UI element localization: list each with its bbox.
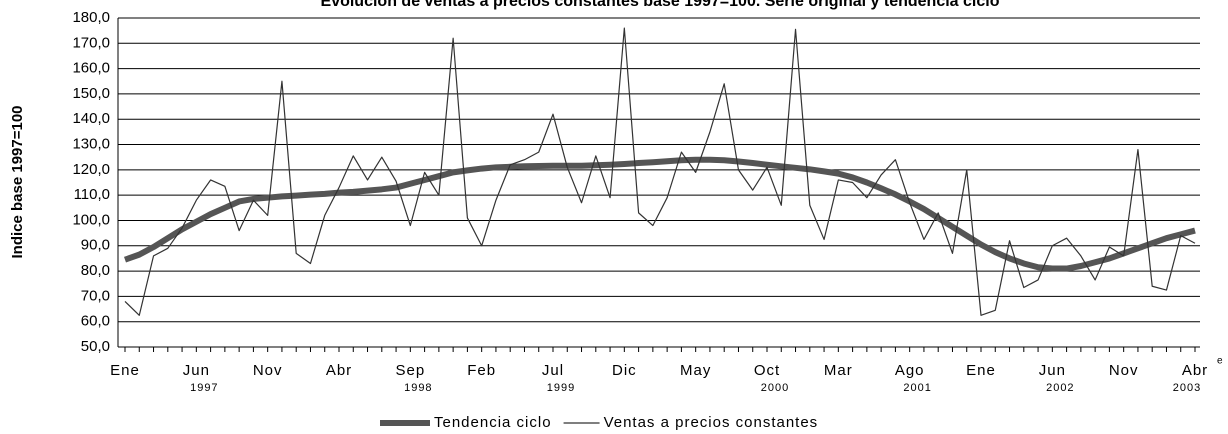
y-tick-label: 50,0: [81, 338, 110, 355]
y-tick-label: 60,0: [81, 313, 110, 330]
year-label: 2001: [903, 382, 931, 394]
label-note: e: [1217, 356, 1223, 367]
x-tick-label: Mar: [824, 362, 853, 379]
y-tick-label: 90,0: [81, 237, 110, 254]
y-tick-label: 120,0: [72, 161, 110, 178]
chart-title: Evolución de ventas a precios constantes…: [321, 0, 1000, 10]
year-label: 1997: [190, 382, 218, 394]
year-label: 2000: [761, 382, 789, 394]
x-tick-label: Ago: [895, 362, 925, 379]
legend-label: Tendencia ciclo: [434, 414, 552, 431]
series-line: [124, 27, 1196, 316]
x-tick-label: Sep: [395, 362, 425, 379]
x-tick-label: Dic: [612, 362, 637, 379]
x-tick-label: Jun: [1039, 362, 1066, 379]
y-tick-label: 80,0: [81, 262, 110, 279]
y-tick-label: 130,0: [72, 136, 110, 153]
series-line: [123, 156, 1196, 272]
x-tick-label: Oct: [754, 362, 780, 379]
x-tick-label: Jul: [542, 362, 564, 379]
year-label: 2003: [1173, 382, 1201, 394]
x-tick-label: Feb: [467, 362, 496, 379]
y-tick-label: 150,0: [72, 85, 110, 102]
y-tick-label: 160,0: [72, 60, 110, 77]
x-tick-label: Ene: [110, 362, 140, 379]
year-label: 2002: [1046, 382, 1074, 394]
x-tick-label: May: [680, 362, 711, 379]
y-tick-label: 180,0: [72, 9, 110, 26]
y-tick-label: 170,0: [72, 34, 110, 51]
x-tick-label: Abr: [1182, 362, 1208, 379]
x-tick-label: Nov: [1109, 362, 1139, 379]
y-tick-label: 100,0: [72, 211, 110, 228]
y-tick-label: 70,0: [81, 287, 110, 304]
x-tick-label: Ene: [966, 362, 996, 379]
x-tick-label: Abr: [326, 362, 352, 379]
year-label: 1999: [547, 382, 575, 394]
x-tick-label: Nov: [253, 362, 283, 379]
x-tick-label: Jun: [183, 362, 210, 379]
y-tick-label: 110,0: [74, 186, 110, 203]
y-tick-label: 140,0: [72, 110, 110, 127]
y-axis-label: Indice base 1997=100: [9, 105, 26, 258]
year-label: 1998: [404, 382, 432, 394]
legend-label: Ventas a precios constantes: [604, 414, 819, 431]
